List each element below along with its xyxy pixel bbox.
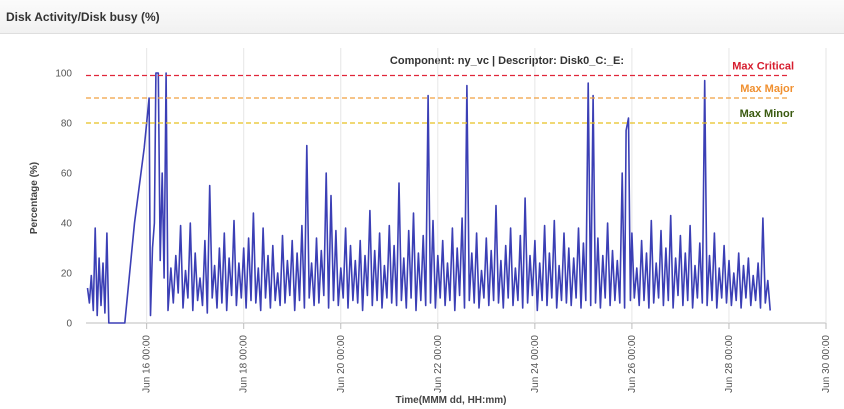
grid-lines: [86, 48, 827, 329]
x-tick-label: Jun 24 00:00: [530, 335, 541, 393]
y-tick-label: 60: [61, 169, 73, 180]
panel-title: Disk Activity/Disk busy (%): [6, 10, 160, 24]
x-axis-ticks: Jun 16 00:00 Jun 18 00:00 Jun 20 00:00 Jun …: [142, 335, 832, 393]
y-axis-ticks: 0 20 40 60 80 100: [55, 69, 72, 330]
x-tick-label: Jun 16 00:00: [142, 335, 153, 393]
threshold-label: Max Minor: [740, 108, 795, 120]
x-tick-label: Jun 22 00:00: [433, 335, 444, 393]
y-tick-label: 80: [61, 119, 73, 130]
threshold-label: Max Major: [740, 83, 795, 95]
x-axis-title: Time(MMM dd, HH:mm): [396, 395, 507, 406]
y-tick-label: 40: [61, 219, 73, 230]
series-line: [86, 72, 771, 324]
y-tick-label: 100: [55, 69, 72, 80]
threshold-label: Max Critical: [732, 61, 794, 73]
series-layer: [86, 72, 771, 324]
x-tick-label: Jun 18 00:00: [239, 335, 250, 393]
y-tick-label: 0: [66, 319, 72, 330]
y-tick-label: 20: [61, 269, 73, 280]
x-tick-label: Jun 26 00:00: [627, 335, 638, 393]
x-tick-label: Jun 28 00:00: [724, 335, 735, 393]
x-tick-label: Jun 30 00:00: [821, 335, 832, 393]
y-axis-title: Percentage (%): [29, 162, 40, 234]
chart-title: Component: ny_vc | Descriptor: Disk0_C:_…: [390, 55, 624, 67]
threshold-lines: Max Critical Max Major Max Minor: [86, 61, 795, 124]
panel-header: Disk Activity/Disk busy (%): [0, 0, 844, 34]
x-tick-label: Jun 20 00:00: [336, 335, 347, 393]
